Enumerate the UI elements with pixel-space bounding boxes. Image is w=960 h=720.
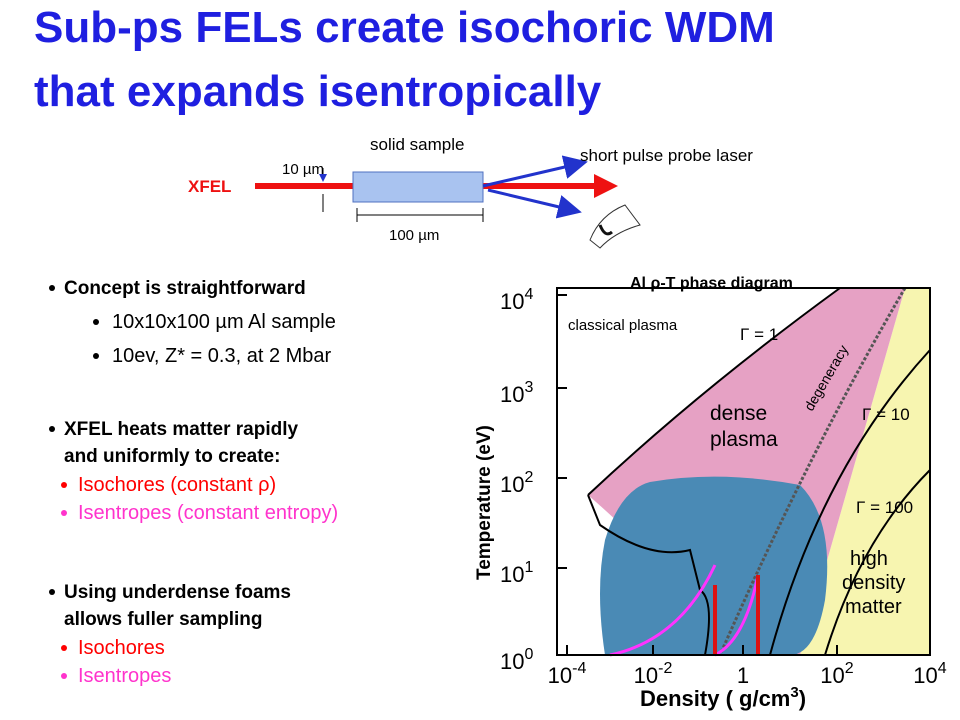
title-line: that expands isentropically — [34, 67, 602, 116]
sub-bullet-dot — [61, 482, 67, 488]
thickness-label: 10 µm — [282, 161, 324, 178]
tick-base: 10 — [500, 472, 524, 497]
x-axis-label-end: ) — [799, 686, 806, 711]
region-label: density — [842, 572, 905, 594]
tick-exp: -2 — [658, 660, 672, 677]
tick-base: 10 — [820, 663, 844, 688]
sub-bullet-dot — [61, 673, 67, 679]
probe-label: short pulse probe laser — [580, 146, 753, 165]
bullet-text: and uniformly to create: — [64, 446, 280, 467]
phase-diagram — [556, 287, 931, 657]
sub-bullet-text: Isochores — [78, 637, 165, 659]
sub-bullet-dot — [61, 645, 67, 651]
tick-base: 10 — [500, 289, 524, 314]
tick-exp: 0 — [524, 646, 533, 663]
tick-base: 10 — [548, 663, 572, 688]
tick-exp: -4 — [572, 660, 586, 677]
length-label: 100 µm — [389, 227, 439, 244]
region-label: Γ = 100 — [856, 498, 913, 517]
title-line: Sub-ps FELs create isochoric WDM — [34, 3, 775, 52]
x-axis-label-text: Density ( g/cm — [640, 686, 790, 711]
tick-label: 100 — [500, 646, 533, 674]
bullet-text: XFEL heats matter rapidly — [64, 419, 298, 440]
tick-base: 10 — [500, 382, 524, 407]
tick-label: 103 — [500, 379, 533, 407]
region-label: Γ = 10 — [862, 405, 910, 424]
sub-bullet-text: Isentropes (constant entropy) — [78, 502, 338, 524]
tick-label: 102 — [500, 469, 533, 497]
x-axis-label: Density ( g/cm3) — [640, 684, 806, 711]
tick-exp: 1 — [524, 559, 533, 576]
tick-label: 10-2 — [634, 660, 673, 688]
sub-bullet-text: 10ev, Z* = 0.3, at 2 Mbar — [112, 345, 332, 367]
tick-label: 102 — [820, 660, 853, 688]
tick-base: 10 — [500, 562, 524, 587]
tick-label: 101 — [500, 559, 533, 587]
bullet-text: Using underdense foams — [64, 582, 291, 603]
tick-exp: 4 — [938, 660, 947, 677]
setup-diagram — [255, 155, 641, 249]
region-label: high — [850, 548, 888, 570]
source-label: XFEL — [188, 177, 231, 196]
tick-base: 10 — [913, 663, 937, 688]
region-label: Γ = 1 — [740, 325, 778, 344]
y-axis-label: Temperature (eV) — [474, 425, 495, 580]
region-label: plasma — [710, 428, 778, 451]
bullet-text: Concept is straightforward — [64, 278, 306, 299]
tick-exp: 2 — [524, 469, 533, 486]
bullet-dot — [49, 426, 55, 432]
tick-exp: 2 — [845, 660, 854, 677]
sub-bullet-dot — [93, 353, 99, 359]
tick-base: 1 — [737, 663, 749, 688]
tick-label: 1 — [737, 663, 749, 688]
x-axis-label-sup: 3 — [790, 684, 798, 701]
region-label: matter — [845, 596, 902, 618]
region-label: classical plasma — [568, 317, 678, 334]
sub-bullet-text: 10x10x100 µm Al sample — [112, 311, 336, 333]
sample-label: solid sample — [370, 135, 465, 154]
tick-exp: 4 — [524, 286, 533, 303]
sub-bullet-text: Isochores (constant ρ) — [78, 474, 276, 496]
bullet-dot — [49, 589, 55, 595]
sub-bullet-text: Isentropes — [78, 665, 171, 687]
tick-base: 10 — [500, 649, 524, 674]
diagram-title: Al ρ-T phase diagram — [630, 275, 793, 292]
tick-base: 10 — [634, 663, 658, 688]
bullet-text: allows fuller sampling — [64, 609, 263, 630]
region-label: dense — [710, 402, 767, 425]
bullet-dot — [49, 285, 55, 291]
sub-bullet-dot — [93, 319, 99, 325]
tick-label: 104 — [913, 660, 946, 688]
sub-bullet-dot — [61, 510, 67, 516]
tick-exp: 3 — [524, 379, 533, 396]
tick-label: 104 — [500, 286, 533, 314]
tick-label: 10-4 — [548, 660, 587, 688]
